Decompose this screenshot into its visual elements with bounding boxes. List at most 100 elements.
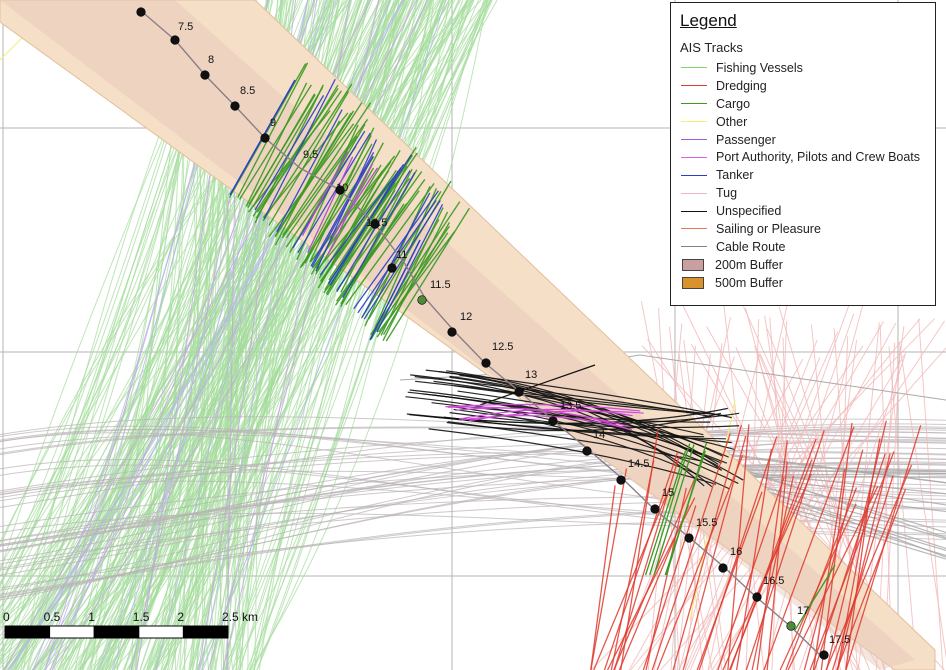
dredging-track [845, 482, 872, 670]
unspecified-track [453, 406, 731, 490]
kp-label: 8.5 [240, 85, 255, 97]
tanker-track [357, 200, 437, 314]
dredging-track [809, 451, 895, 670]
dredging-track [603, 451, 679, 670]
dredging-track [751, 475, 795, 670]
cargo-track [274, 102, 363, 238]
cargo-track [282, 102, 372, 236]
legend-item-label: Tug [716, 186, 738, 201]
track-grey [0, 418, 946, 508]
legend-item: Tanker [680, 166, 935, 184]
legend-item: Unspecified [680, 202, 935, 220]
cargo-track [653, 444, 695, 576]
track-grey [0, 450, 946, 496]
port-authority-track [445, 403, 641, 412]
scale-bar-label: 2 [177, 610, 184, 624]
legend-panel: Legend AIS Tracks Fishing Vessels Dredgin… [670, 2, 936, 306]
unspecified-track [425, 369, 732, 419]
cargo-track [794, 564, 836, 631]
tug-track [898, 341, 946, 660]
cargo-track [315, 164, 382, 275]
legend-item: Dredging [680, 77, 935, 95]
dredging-track [803, 449, 864, 670]
dredging-track [831, 475, 894, 670]
dredging-track [651, 433, 731, 670]
fishing-vessel-track [250, 0, 488, 670]
fishing-vessel-track [105, 0, 447, 670]
legend-item: 200m Buffer [680, 256, 935, 274]
kp-point [582, 446, 592, 456]
cargo-track [262, 83, 353, 222]
cable-route [139, 9, 821, 656]
cargo-track [370, 219, 440, 340]
legend-title: Legend [680, 11, 737, 30]
tanker-track [369, 239, 421, 341]
dredging-track [745, 430, 825, 670]
kp-label: 15.5 [696, 517, 717, 529]
cargo-track [228, 63, 307, 199]
dredging-track [825, 464, 913, 670]
tug-track [660, 347, 946, 670]
dredging-track [696, 491, 763, 670]
legend-line-swatch [681, 210, 707, 212]
kp-label: 9 [270, 117, 276, 129]
tanker-track [376, 204, 444, 333]
fishing-vessel-track [73, 0, 462, 670]
track-grey [0, 426, 946, 454]
track-grey [0, 451, 946, 502]
passenger-track [302, 151, 349, 236]
cargo-track [374, 188, 438, 329]
track-grey [0, 440, 946, 499]
legend-line-items: Fishing Vessels Dredging Cargo Other Passeng… [680, 59, 935, 256]
legend-item-label: Dredging [716, 78, 767, 93]
cargo-track [322, 177, 395, 280]
tanker-track [276, 109, 343, 233]
kp-label: 10 [336, 182, 348, 194]
fishing-vessel-track [163, 0, 487, 670]
kp-label: 12 [460, 311, 472, 323]
unspecified-track [406, 412, 740, 425]
legend-item-label: Passenger [716, 132, 776, 147]
scale-bar-segment [138, 625, 184, 639]
kp-point [514, 387, 524, 397]
kp-point [230, 101, 240, 111]
dredging-track [620, 429, 659, 670]
fishing-vessel-track [256, 0, 432, 670]
fishing-vessel-track [102, 0, 450, 670]
cargo-track [238, 84, 312, 200]
legend-item-label: Sailing or Pleasure [716, 221, 821, 236]
corridor-ais-tracks [228, 62, 922, 670]
fishing-vessel-track [105, 0, 445, 670]
kp-point [170, 35, 180, 45]
dredging-track [756, 440, 788, 670]
dredging-track [593, 487, 671, 670]
dredging-track [642, 505, 697, 670]
cargo-track [644, 450, 687, 576]
dredging-track [763, 426, 855, 670]
kp-point [548, 416, 558, 426]
legend-item: Passenger [680, 131, 935, 149]
dredging-track [728, 459, 813, 670]
dredging-track [717, 477, 785, 670]
passenger-track [307, 156, 354, 254]
cargo-track [385, 207, 470, 342]
tanker-track [254, 95, 325, 211]
dredging-track [656, 454, 744, 670]
legend-item-label: Other [716, 114, 748, 129]
cargo-track [335, 203, 408, 306]
legend-subtitle: AIS Tracks [680, 40, 743, 55]
legend-item: Cable Route [680, 238, 935, 256]
dredging-track [610, 460, 655, 670]
cargo-track [252, 87, 339, 217]
legend-line-swatch [681, 67, 707, 69]
kp-point [387, 263, 397, 273]
cargo-track [664, 450, 706, 576]
scale-bar-label: 1.5 [133, 610, 150, 624]
fishing-vessel-track [31, 0, 472, 670]
dredging-track [779, 503, 857, 670]
legend-item-label: Unspecified [716, 204, 782, 219]
fishing-vessel-track [31, 0, 491, 670]
track-grey [0, 416, 946, 444]
